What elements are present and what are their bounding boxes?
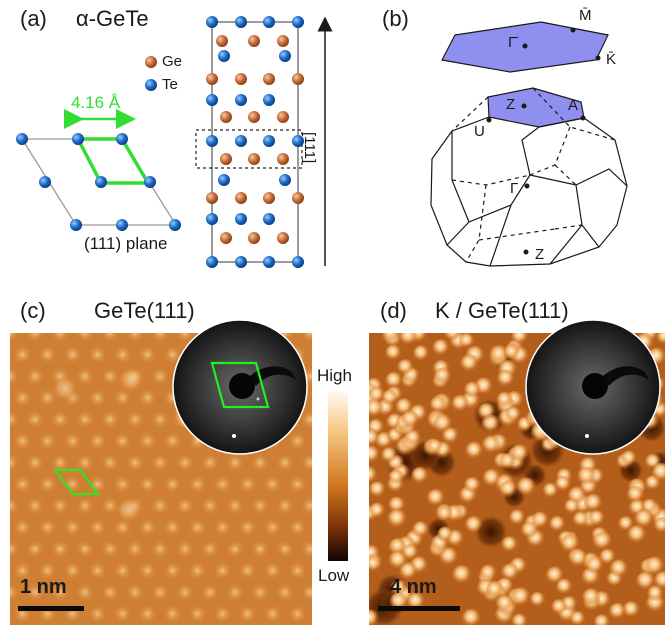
gamma-bar-label: Γ̄ — [508, 34, 517, 51]
scale-bar-c-label: 1 nm — [20, 576, 67, 598]
scale-bar-c — [18, 606, 84, 611]
plane-label: (111) plane — [84, 234, 168, 253]
panel-c-label: (c) — [20, 298, 46, 323]
panel-a-title: α-GeTe — [76, 6, 149, 31]
scale-bar-d — [378, 606, 460, 611]
panel-d-label: (d) — [380, 298, 407, 323]
colorbar — [328, 391, 348, 561]
k-bar-label: K̄ — [606, 51, 617, 68]
colorbar-high-label: High — [317, 366, 352, 385]
colorbar-low-label: Low — [318, 566, 350, 585]
scale-bar-d-label: 4 nm — [390, 576, 437, 598]
brillouin-zone — [430, 21, 628, 267]
z-bottom-label: Z — [535, 246, 545, 263]
bz-points — [486, 27, 601, 255]
panel-b-label: (b) — [382, 6, 409, 31]
panel-a-label: (a) — [20, 6, 47, 31]
plane-te-atoms — [16, 133, 181, 231]
u-label: U — [474, 123, 485, 140]
gamma-label: Γ — [510, 180, 519, 197]
legend-ge-label: Ge — [162, 53, 183, 70]
legend-te-label: Te — [162, 76, 178, 93]
leed-inset-d — [525, 319, 661, 455]
legend-ge-swatch — [145, 56, 157, 68]
lattice-constant-label: 4.16 Å — [71, 93, 121, 112]
stm-unit-cell — [53, 469, 100, 495]
side-view-atoms — [206, 16, 304, 268]
panel-d-title: K / GeTe(111) — [435, 298, 569, 323]
legend-te-swatch — [145, 79, 157, 91]
z-top-label: Z — [506, 96, 516, 113]
panel-c-title: GeTe(111) — [94, 298, 195, 323]
leed-inset-c — [172, 319, 308, 455]
direction-label: [111] — [301, 132, 318, 164]
m-bar-label: M̄ — [579, 7, 592, 24]
unit-cell — [75, 137, 152, 185]
a-label: A — [568, 97, 579, 114]
